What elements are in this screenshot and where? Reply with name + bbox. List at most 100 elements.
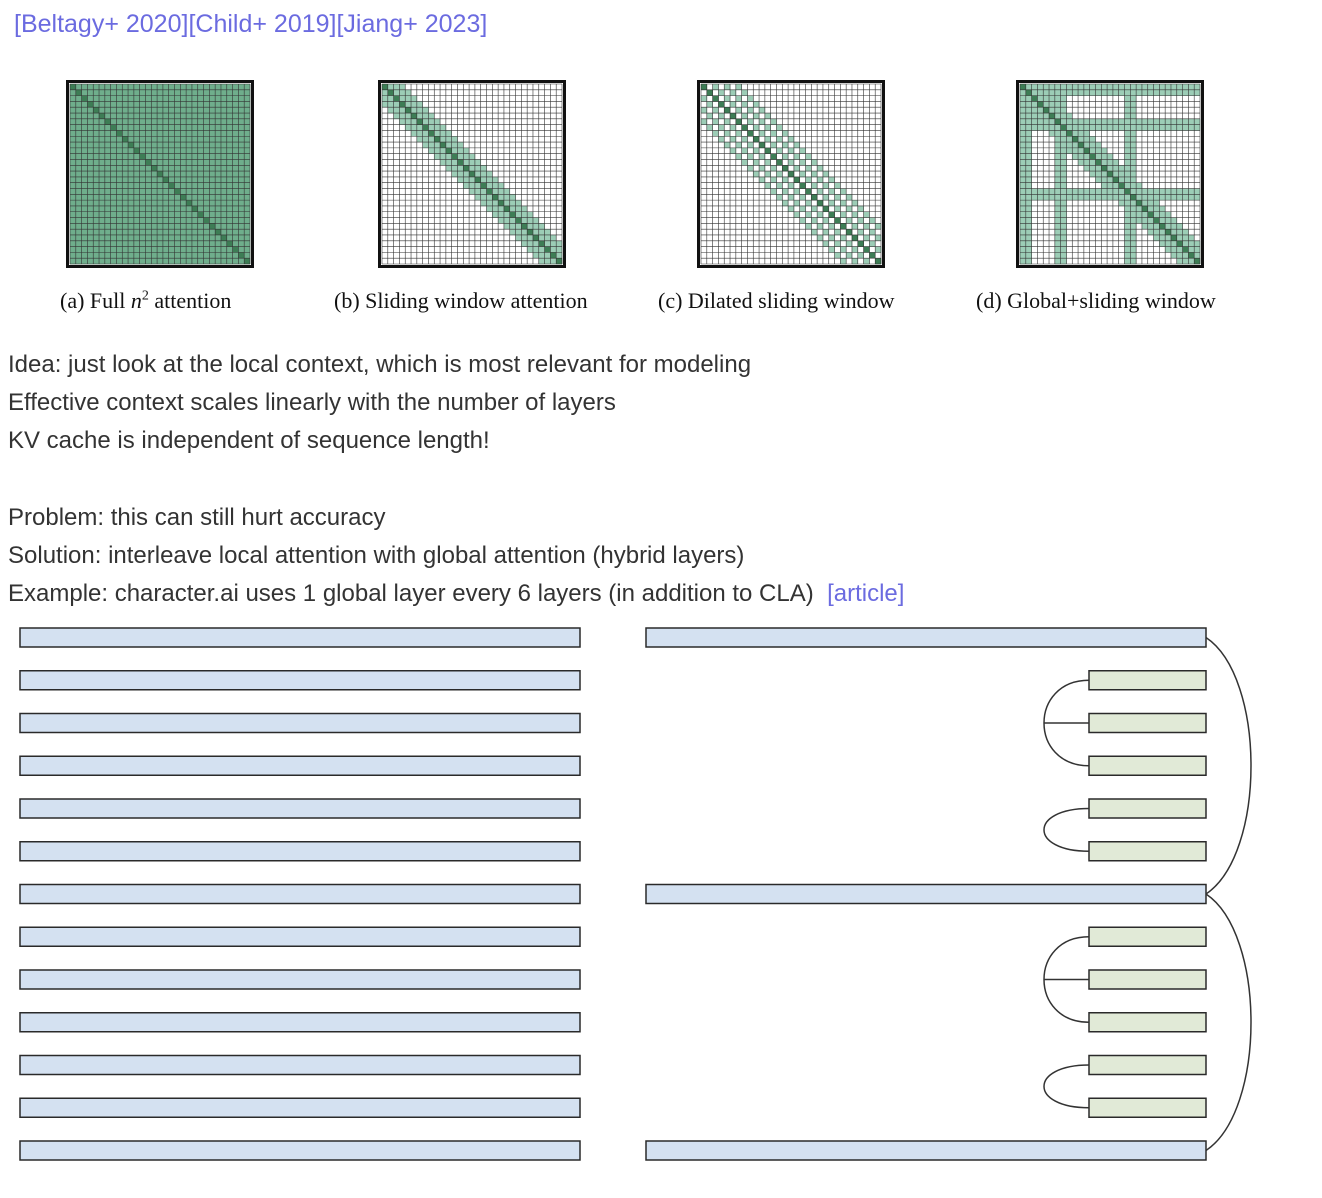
matrix-cell [81,101,88,108]
matrix-cell [168,84,175,91]
matrix-cell [168,136,175,143]
matrix-cell [203,258,210,265]
matrix-cell [191,95,199,102]
matrix-cell [416,101,423,108]
matrix-cell [110,246,117,253]
matrix-cell [203,205,210,213]
reference-link-child[interactable]: [Child+ 2019] [188,10,337,38]
matrix-cell [1049,188,1056,195]
article-link[interactable]: [article] [827,580,905,607]
matrix-cell [503,217,511,224]
matrix-cell [122,188,129,195]
matrix-cell [486,176,493,184]
matrix-cell [1130,182,1137,189]
matrix-cell [741,124,748,131]
matrix-cell [116,147,123,154]
matrix-cell [1118,200,1125,207]
matrix-cell [180,113,187,120]
matrix-cell [180,211,187,218]
matrix-cell [232,101,239,108]
matrix-cell [180,165,187,172]
matrix-cell [133,182,140,189]
matrix-cell [799,205,806,213]
matrix-cell [209,165,216,172]
matrix-cell [186,147,193,154]
matrix-cell [1020,89,1027,96]
matrix-cell [87,240,94,247]
matrix-cell [1118,188,1125,195]
matrix-cell [209,89,216,96]
matrix-cell [1130,153,1137,160]
matrix-cell [1124,217,1131,224]
matrix-cell [1025,95,1032,102]
matrix-cell [122,200,129,207]
matrix-cell [1054,153,1061,160]
matrix-cell [145,252,152,259]
matrix-cell [1118,171,1125,178]
matrix-cell [1072,84,1079,91]
matrix-cell [1043,124,1050,131]
matrix-cell [104,258,111,265]
matrix-cell [133,118,140,125]
matrix-border [697,80,885,268]
matrix-cell [1153,229,1160,236]
matrix-cell [87,200,94,207]
matrix-cell [1130,130,1137,137]
matrix-cell [238,84,245,91]
matrix-cell [1020,240,1027,247]
matrix-cell [1124,124,1131,131]
matrix-cell [168,217,175,224]
matrix-cell [70,84,77,91]
matrix-cell [1165,188,1172,195]
reference-link-jiang[interactable]: [Jiang+ 2023] [336,10,488,38]
matrix-cell [1060,84,1067,91]
matrix-cell [133,136,140,143]
matrix-cell [122,176,129,184]
matrix-cell [174,147,181,154]
matrix-cell [232,200,239,207]
matrix-cell [186,246,193,253]
matrix-cell [1060,252,1067,259]
matrix-cell [1025,165,1032,172]
matrix-cell [93,124,100,131]
matrix-cell [1072,142,1079,149]
reference-link-beltagy[interactable]: [Beltagy+ 2020] [14,10,189,38]
matrix-cell [209,234,216,242]
matrix-cell [1020,153,1027,160]
matrix-cell [186,176,193,184]
matrix-cell [139,101,146,108]
matrix-cell [87,159,94,166]
matrix-cell [1130,176,1137,184]
matrix-cell [1124,182,1131,189]
matrix-cell [817,165,824,172]
matrix-cell [1101,84,1108,91]
matrix-cell [151,124,158,131]
matrix-cell [203,84,210,91]
matrix-cell [232,258,239,265]
matrix-cell [81,142,88,149]
matrix-cell [122,142,129,149]
matrix-cell [220,182,228,189]
matrix-cell [110,194,117,201]
matrix-cell [828,246,835,253]
matrix-cell [238,165,245,172]
matrix-cell [209,113,216,120]
matrix-cell [718,89,725,96]
matrix-cell [220,188,228,195]
matrix-cell [174,130,181,137]
matrix-cell [782,176,789,184]
matrix-cell [157,95,164,102]
matrix-cell [1182,188,1189,195]
matrix-cell [1147,200,1154,207]
matrix-cell [1194,118,1201,125]
matrix-cell [486,200,493,207]
matrix-cell [1054,194,1061,201]
matrix-cell [151,229,158,236]
matrix-cell [232,246,239,253]
matrix-cell [104,101,111,108]
matrix-cell [1072,118,1079,125]
matrix-cell [770,153,777,160]
matrix-cell [521,205,528,213]
matrix-cell [232,113,239,120]
matrix-cell [220,205,228,213]
